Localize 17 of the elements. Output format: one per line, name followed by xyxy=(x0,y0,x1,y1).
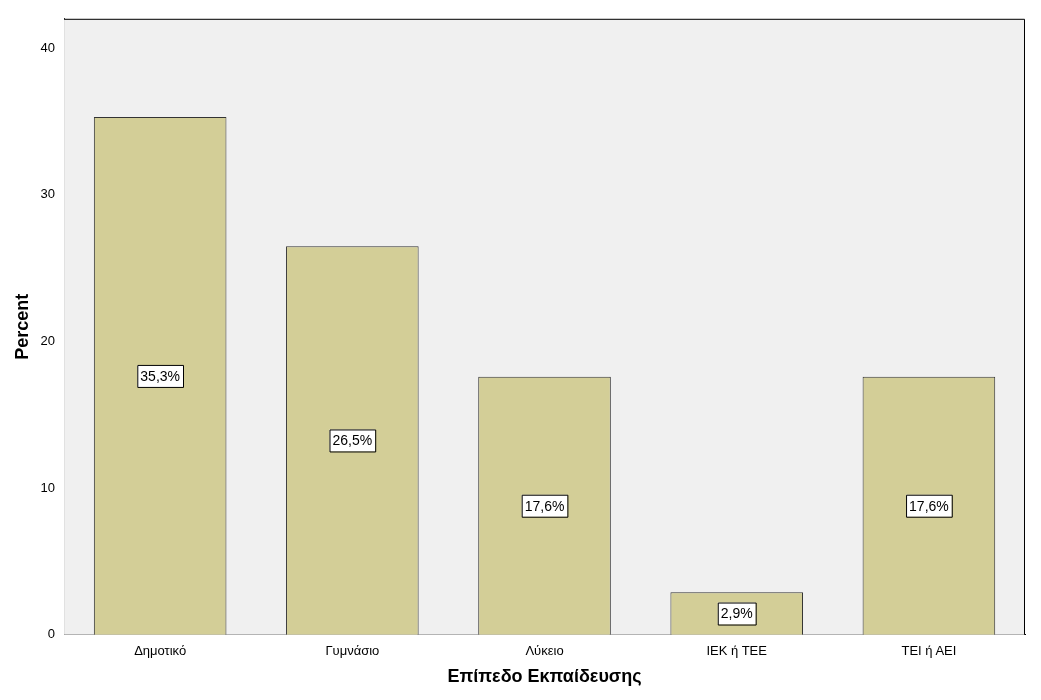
data-label: 17,6% xyxy=(524,497,565,514)
data-label: 17,6% xyxy=(909,497,949,514)
y-tick-label: 20 xyxy=(40,333,56,349)
x-tick-label: Γυμνάσιο xyxy=(325,643,380,659)
x-tick-label: ΤΕΙ ή ΑΕΙ xyxy=(901,643,957,659)
y-axis-title: Percent xyxy=(11,293,32,360)
y-tick-label: 0 xyxy=(47,626,56,642)
x-tick-label: ΙΕΚ ή ΤΕΕ xyxy=(706,643,768,659)
y-tick-label: 10 xyxy=(40,479,56,495)
y-tick-label: 40 xyxy=(40,39,56,55)
x-tick-label: Δημοτικό xyxy=(134,643,187,659)
x-tick-label: Λύκειο xyxy=(525,643,564,659)
data-label: 2,9% xyxy=(720,605,753,622)
x-axis-title: Επίπεδο Εκπαίδευσης xyxy=(447,666,642,687)
data-label: 35,3% xyxy=(140,367,181,384)
data-label: 26,5% xyxy=(332,432,373,449)
y-tick-label: 30 xyxy=(40,186,56,202)
